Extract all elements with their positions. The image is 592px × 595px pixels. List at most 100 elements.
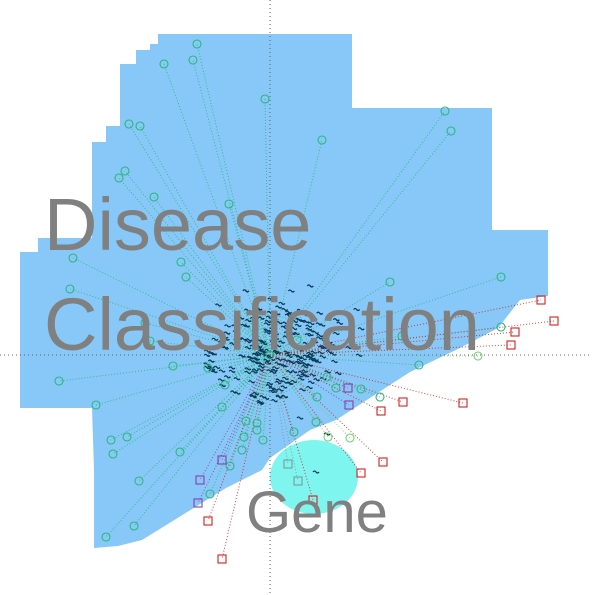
disease-node[interactable] xyxy=(317,135,327,145)
disease-node[interactable] xyxy=(149,192,159,202)
disease-node[interactable] xyxy=(260,94,270,104)
cluster-mark xyxy=(318,323,326,327)
cluster-mark xyxy=(264,329,272,333)
gene-node[interactable] xyxy=(376,406,386,416)
edge xyxy=(269,331,516,356)
disease-node[interactable] xyxy=(101,532,111,542)
shared-node[interactable] xyxy=(217,455,227,465)
shared-node[interactable] xyxy=(344,400,354,410)
cluster-mark xyxy=(311,340,319,344)
disease-node[interactable] xyxy=(496,272,506,282)
disease-node[interactable] xyxy=(473,351,483,361)
disease-node[interactable] xyxy=(224,199,234,209)
gene-node[interactable] xyxy=(506,340,516,350)
cluster-mark xyxy=(285,370,293,374)
disease-node[interactable] xyxy=(114,173,124,183)
disease-node[interactable] xyxy=(239,432,249,442)
hub-node[interactable] xyxy=(265,350,275,360)
cluster-mark xyxy=(274,350,282,354)
edge xyxy=(172,354,271,367)
disease-node[interactable] xyxy=(375,392,385,402)
disease-node[interactable] xyxy=(106,435,116,445)
shared-node[interactable] xyxy=(343,383,353,393)
shared-node[interactable] xyxy=(283,459,293,469)
gene-node[interactable] xyxy=(378,457,388,467)
gene-node[interactable] xyxy=(458,398,468,408)
cluster-mark xyxy=(309,373,317,377)
cluster-mark xyxy=(244,370,252,374)
disease-node[interactable] xyxy=(289,427,299,437)
disease-node[interactable] xyxy=(129,521,139,531)
cluster-mark xyxy=(255,307,263,311)
disease-node[interactable] xyxy=(292,335,302,345)
disease-node[interactable] xyxy=(217,402,227,412)
disease-node[interactable] xyxy=(323,432,333,442)
disease-node[interactable] xyxy=(414,360,424,370)
cluster-mark xyxy=(308,358,316,362)
disease-node[interactable] xyxy=(446,126,456,136)
disease-node[interactable] xyxy=(496,322,506,332)
disease-node[interactable] xyxy=(159,59,169,69)
disease-node[interactable] xyxy=(203,363,213,373)
disease-node[interactable] xyxy=(225,461,235,471)
cluster-mark xyxy=(332,318,340,322)
cluster-mark xyxy=(208,369,216,373)
disease-node[interactable] xyxy=(91,400,101,410)
disease-node[interactable] xyxy=(175,447,185,457)
center-cluster xyxy=(203,284,365,474)
disease-node[interactable] xyxy=(331,383,341,393)
edge xyxy=(269,339,298,356)
disease-node[interactable] xyxy=(312,392,322,402)
disease-node[interactable] xyxy=(145,336,155,346)
cluster-mark xyxy=(233,391,241,395)
gene-node[interactable] xyxy=(549,316,559,326)
cluster-mark xyxy=(268,389,276,394)
disease-node[interactable] xyxy=(140,318,150,328)
disease-node[interactable] xyxy=(168,361,178,371)
disease-node[interactable] xyxy=(108,449,118,459)
disease-node[interactable] xyxy=(135,121,145,131)
disease-node[interactable] xyxy=(237,445,247,455)
cluster-mark xyxy=(295,355,303,360)
disease-node[interactable] xyxy=(124,119,134,129)
gene-node[interactable] xyxy=(308,495,318,505)
disease-node[interactable] xyxy=(205,489,215,499)
disease-node[interactable] xyxy=(356,384,366,394)
disease-node[interactable] xyxy=(65,284,75,294)
disease-node[interactable] xyxy=(120,166,130,176)
disease-node[interactable] xyxy=(68,253,78,263)
cluster-mark xyxy=(290,379,298,384)
cluster-mark xyxy=(255,351,263,355)
disease-node[interactable] xyxy=(54,376,64,386)
gene-node[interactable] xyxy=(510,327,520,337)
disease-node[interactable] xyxy=(241,416,251,426)
disease-node[interactable] xyxy=(188,55,198,65)
disease-node[interactable] xyxy=(397,331,407,341)
disease-node[interactable] xyxy=(252,425,262,435)
cluster-mark xyxy=(270,399,278,403)
gene-node[interactable] xyxy=(203,516,213,526)
gene-node[interactable] xyxy=(398,397,408,407)
disease-node[interactable] xyxy=(345,433,355,443)
shared-node[interactable] xyxy=(195,475,205,485)
gene-node[interactable] xyxy=(217,554,227,564)
disease-node[interactable] xyxy=(252,418,262,428)
disease-node[interactable] xyxy=(192,39,202,49)
cluster-mark xyxy=(238,354,246,358)
shared-node[interactable] xyxy=(293,476,303,486)
disease-node[interactable] xyxy=(181,272,191,282)
disease-node[interactable] xyxy=(220,380,230,390)
disease-node[interactable] xyxy=(385,277,395,287)
disease-node[interactable] xyxy=(322,372,332,382)
gene-node[interactable] xyxy=(536,295,546,305)
disease-node[interactable] xyxy=(440,106,450,116)
gene-node[interactable] xyxy=(356,468,366,478)
disease-node[interactable] xyxy=(176,257,186,267)
disease-node[interactable] xyxy=(134,476,144,486)
cluster-mark xyxy=(242,289,250,293)
shared-node[interactable] xyxy=(193,498,203,508)
disease-node[interactable] xyxy=(311,417,321,427)
edge xyxy=(126,354,271,438)
disease-node[interactable] xyxy=(258,435,268,445)
disease-node[interactable] xyxy=(122,432,132,442)
